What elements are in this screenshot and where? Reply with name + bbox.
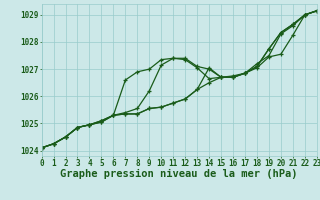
- X-axis label: Graphe pression niveau de la mer (hPa): Graphe pression niveau de la mer (hPa): [60, 169, 298, 179]
